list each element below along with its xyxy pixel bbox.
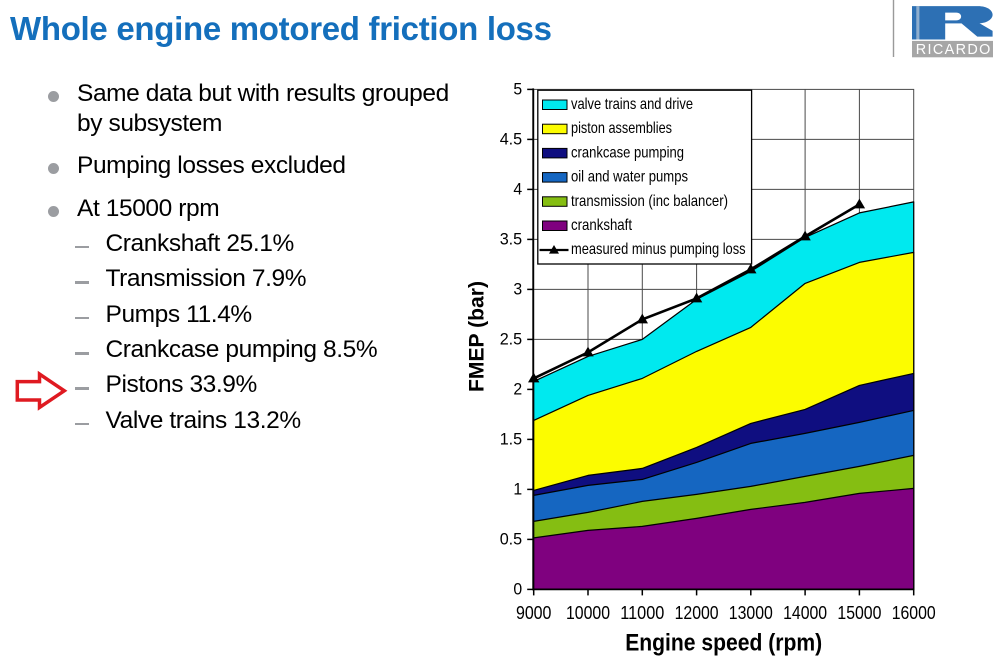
- svg-text:11000: 11000: [620, 603, 664, 623]
- svg-text:9000: 9000: [516, 603, 552, 623]
- svg-text:1: 1: [513, 480, 522, 499]
- svg-text:10000: 10000: [566, 603, 610, 623]
- svg-text:4: 4: [513, 180, 522, 199]
- svg-text:14000: 14000: [783, 603, 827, 623]
- svg-text:valve trains and drive: valve trains and drive: [571, 96, 693, 113]
- svg-text:crankcase pumping: crankcase pumping: [571, 144, 684, 161]
- svg-text:2.5: 2.5: [500, 330, 523, 349]
- svg-text:RICARDO: RICARDO: [916, 42, 992, 58]
- svg-text:measured minus pumping loss: measured minus pumping loss: [571, 241, 746, 258]
- svg-text:0: 0: [513, 580, 522, 599]
- svg-text:4.5: 4.5: [500, 130, 523, 149]
- svg-text:Engine speed (rpm): Engine speed (rpm): [625, 630, 822, 657]
- svg-text:13000: 13000: [729, 603, 773, 623]
- svg-text:2: 2: [513, 380, 522, 399]
- svg-text:piston assemblies: piston assemblies: [571, 120, 672, 137]
- svg-text:12000: 12000: [675, 603, 719, 623]
- svg-text:transmission (inc balancer): transmission (inc balancer): [571, 193, 728, 210]
- svg-text:crankshaft: crankshaft: [571, 217, 632, 234]
- svg-text:15000: 15000: [837, 603, 881, 623]
- svg-text:oil and water pumps: oil and water pumps: [571, 169, 688, 186]
- svg-text:0.5: 0.5: [500, 530, 523, 549]
- svg-text:16000: 16000: [892, 603, 936, 623]
- svg-text:3: 3: [513, 280, 522, 299]
- svg-text:FMEP (bar): FMEP (bar): [466, 281, 489, 392]
- svg-text:1.5: 1.5: [500, 430, 523, 449]
- svg-text:3.5: 3.5: [500, 230, 523, 249]
- svg-text:5: 5: [513, 80, 522, 99]
